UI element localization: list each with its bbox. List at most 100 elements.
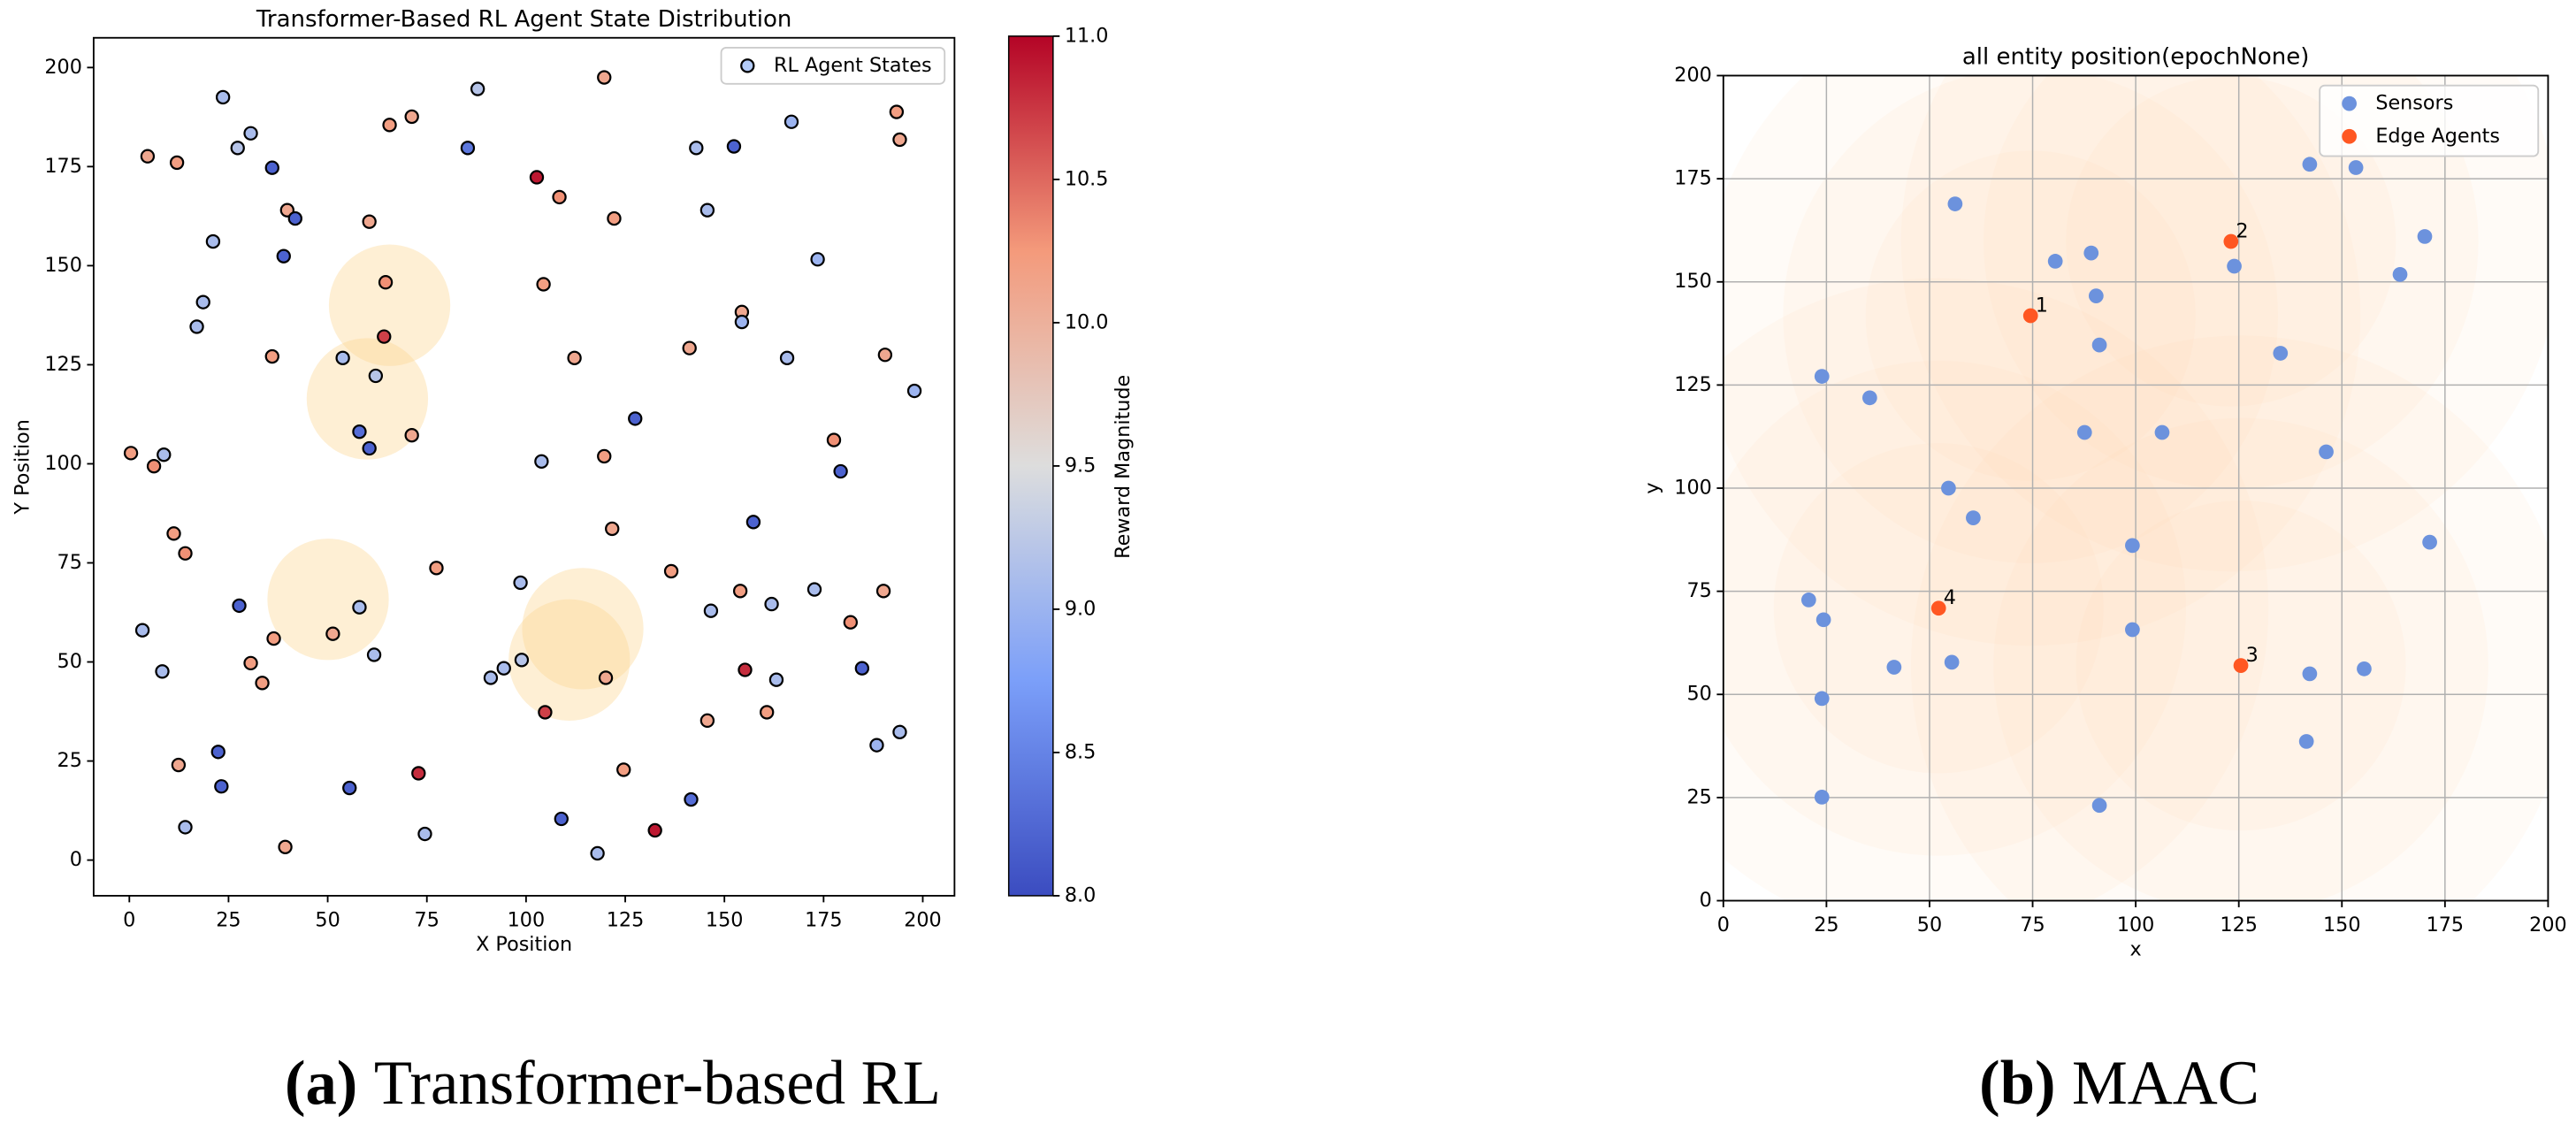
- legend-box: [720, 46, 946, 85]
- point: [378, 275, 394, 290]
- point: [663, 563, 679, 579]
- point: [1966, 510, 1981, 525]
- point: [738, 662, 753, 677]
- point: [699, 203, 715, 218]
- point: [470, 81, 485, 96]
- y-tick-label: 125: [44, 353, 82, 376]
- point: [810, 252, 825, 267]
- point: [826, 432, 842, 447]
- point: [1814, 691, 1830, 707]
- coverage-area: [1911, 335, 2549, 901]
- point: [2154, 424, 2170, 440]
- point: [382, 118, 397, 133]
- point: [166, 526, 181, 541]
- colorbar-tick-label: 8.0: [1065, 883, 1096, 906]
- coverage-area: [1723, 278, 2269, 901]
- point: [352, 600, 367, 615]
- point: [734, 314, 750, 330]
- caption-text: Transformer-based RL: [374, 1049, 941, 1118]
- point: [1886, 660, 1902, 675]
- point: [362, 214, 377, 229]
- point: [843, 615, 859, 630]
- x-tick-label: 75: [2020, 913, 2045, 936]
- point: [429, 561, 444, 576]
- point: [597, 448, 612, 464]
- legend-label: RL Agent States: [774, 54, 932, 77]
- point: [404, 428, 419, 443]
- point: [2302, 666, 2318, 682]
- point: [833, 463, 848, 479]
- coverage-area: [1900, 75, 2549, 572]
- x-tick-label: 150: [2323, 913, 2361, 936]
- point: [1814, 369, 1830, 384]
- point: [1944, 654, 1960, 670]
- point: [590, 845, 605, 861]
- region: [306, 338, 429, 460]
- point: [264, 348, 279, 364]
- x-tick-label: 125: [2220, 913, 2258, 936]
- point: [1930, 600, 1946, 616]
- point: [745, 515, 761, 530]
- point: [276, 248, 291, 264]
- y-tick-label: 75: [57, 551, 82, 574]
- point: [483, 670, 499, 685]
- point: [699, 713, 715, 729]
- y-tick-label: 0: [1700, 889, 1712, 912]
- region: [328, 244, 451, 366]
- point: [768, 672, 784, 687]
- point: [335, 350, 350, 366]
- coverage-area: [1723, 360, 2186, 856]
- point: [134, 623, 150, 638]
- point: [157, 447, 172, 462]
- point-label: 2: [2236, 219, 2248, 242]
- point: [230, 141, 245, 156]
- caption-tag: (b): [1979, 1049, 2055, 1118]
- point: [877, 348, 893, 363]
- point: [1861, 390, 1877, 406]
- point: [538, 705, 553, 720]
- point: [689, 141, 704, 156]
- legend-box: [2319, 84, 2540, 157]
- x-tick-label: 0: [123, 908, 135, 931]
- point: [726, 139, 742, 154]
- point: [2022, 308, 2038, 324]
- point: [1814, 790, 1830, 805]
- x-tick-label: 125: [607, 908, 645, 931]
- colorbar-tick-label: 9.0: [1065, 597, 1096, 620]
- point: [2076, 424, 2092, 440]
- point: [155, 664, 170, 679]
- point: [2392, 266, 2408, 282]
- point: [684, 791, 699, 807]
- y-tick-label: 75: [1686, 579, 1711, 602]
- y-tick-label: 175: [44, 155, 82, 178]
- point: [806, 582, 822, 597]
- point: [325, 626, 340, 641]
- y-tick-label: 0: [70, 848, 82, 871]
- point: [2223, 233, 2239, 249]
- point: [2125, 622, 2140, 638]
- chart-title: all entity position(epochNone): [1962, 44, 2310, 71]
- point: [377, 329, 392, 344]
- point: [597, 70, 612, 85]
- x-tick-label: 200: [904, 908, 942, 931]
- point: [534, 454, 549, 469]
- caption-a: (a) Transformer-based RL: [285, 1049, 941, 1118]
- point: [2088, 288, 2104, 303]
- region: [267, 539, 389, 661]
- legend-label: Sensors: [2375, 92, 2453, 115]
- point: [1815, 612, 1831, 628]
- point: [760, 705, 775, 720]
- point: [875, 584, 891, 599]
- point: [2273, 346, 2289, 361]
- point: [278, 839, 293, 854]
- point: [417, 826, 432, 842]
- x-tick-label: 150: [706, 908, 744, 931]
- x-tick-label: 175: [2427, 913, 2465, 936]
- legend-label: Edge Agents: [2375, 125, 2500, 148]
- y-tick-label: 100: [44, 452, 82, 475]
- colorbar-tick-label: 11.0: [1065, 24, 1109, 47]
- point: [607, 210, 622, 226]
- point: [552, 189, 567, 205]
- point: [628, 411, 643, 426]
- point: [362, 440, 377, 456]
